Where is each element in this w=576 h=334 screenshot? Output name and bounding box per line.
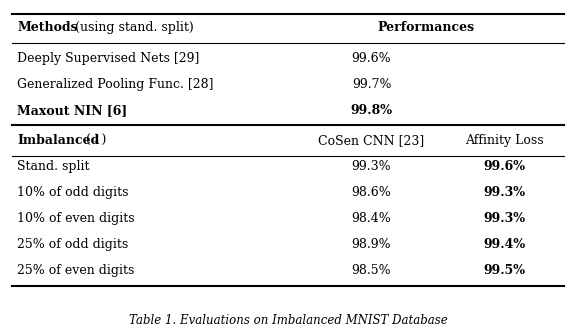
- Text: 99.8%: 99.8%: [351, 104, 392, 117]
- Text: 99.6%: 99.6%: [483, 160, 525, 173]
- Text: 10% of even digits: 10% of even digits: [17, 212, 135, 225]
- Text: 98.9%: 98.9%: [352, 238, 391, 251]
- Text: (↓): (↓): [82, 134, 107, 147]
- Text: Maxout NIN [6]: Maxout NIN [6]: [17, 104, 127, 117]
- Text: 98.5%: 98.5%: [352, 264, 391, 277]
- Text: (using stand. split): (using stand. split): [71, 21, 194, 34]
- Text: 98.4%: 98.4%: [351, 212, 392, 225]
- Text: 99.3%: 99.3%: [483, 212, 525, 225]
- Text: 99.4%: 99.4%: [483, 238, 525, 251]
- Text: Stand. split: Stand. split: [17, 160, 90, 173]
- Text: Methods: Methods: [17, 21, 78, 34]
- Text: 99.7%: 99.7%: [352, 78, 391, 91]
- Text: Generalized Pooling Func. [28]: Generalized Pooling Func. [28]: [17, 78, 214, 91]
- Text: 25% of even digits: 25% of even digits: [17, 264, 135, 277]
- Text: 99.5%: 99.5%: [483, 264, 525, 277]
- Text: 99.3%: 99.3%: [352, 160, 391, 173]
- Text: Affinity Loss: Affinity Loss: [465, 134, 543, 147]
- Text: 98.6%: 98.6%: [351, 186, 392, 199]
- Text: 25% of odd digits: 25% of odd digits: [17, 238, 128, 251]
- Text: CoSen CNN [23]: CoSen CNN [23]: [319, 134, 425, 147]
- Text: Deeply Supervised Nets [29]: Deeply Supervised Nets [29]: [17, 52, 200, 65]
- Text: Table 1. Evaluations on Imbalanced MNIST Database: Table 1. Evaluations on Imbalanced MNIST…: [128, 314, 448, 327]
- Text: Imbalanced: Imbalanced: [17, 134, 100, 147]
- Text: 99.3%: 99.3%: [483, 186, 525, 199]
- Text: 99.6%: 99.6%: [352, 52, 391, 65]
- Text: Performances: Performances: [378, 21, 475, 34]
- Text: 10% of odd digits: 10% of odd digits: [17, 186, 129, 199]
